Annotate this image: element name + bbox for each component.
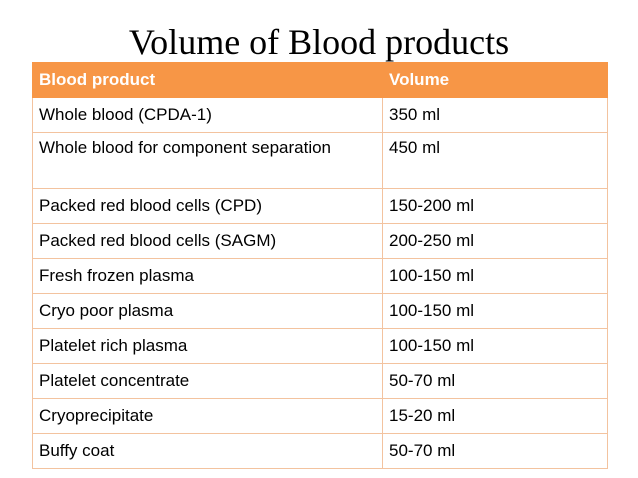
table-row: Cryo poor plasma 100-150 ml <box>32 293 608 329</box>
header-blood-product: Blood product <box>32 62 383 98</box>
table-row: Fresh frozen plasma 100-150 ml <box>32 258 608 294</box>
volume-cell: 100-150 ml <box>382 258 608 294</box>
volume-cell: 50-70 ml <box>382 433 608 469</box>
slide-title: Volume of Blood products <box>128 22 510 62</box>
product-cell: Platelet rich plasma <box>32 328 383 364</box>
product-cell: Packed red blood cells (SAGM) <box>32 223 383 259</box>
product-cell: Cryo poor plasma <box>32 293 383 329</box>
table-row: Platelet concentrate 50-70 ml <box>32 363 608 399</box>
header-volume: Volume <box>382 62 608 98</box>
volume-cell: 350 ml <box>382 97 608 133</box>
volume-cell: 200-250 ml <box>382 223 608 259</box>
volume-cell: 50-70 ml <box>382 363 608 399</box>
table-row: Cryoprecipitate 15-20 ml <box>32 398 608 434</box>
volume-cell: 150-200 ml <box>382 188 608 224</box>
volume-cell: 450 ml <box>382 132 608 189</box>
table-row: Buffy coat 50-70 ml <box>32 433 608 469</box>
table-header-row: Blood product Volume <box>32 62 608 98</box>
product-cell: Packed red blood cells (CPD) <box>32 188 383 224</box>
volume-cell: 100-150 ml <box>382 328 608 364</box>
product-cell: Whole blood (CPDA-1) <box>32 97 383 133</box>
product-cell: Platelet concentrate <box>32 363 383 399</box>
table-row: Packed red blood cells (CPD) 150-200 ml <box>32 188 608 224</box>
table-row: Platelet rich plasma 100-150 ml <box>32 328 608 364</box>
table-row: Packed red blood cells (SAGM) 200-250 ml <box>32 223 608 259</box>
product-cell: Cryoprecipitate <box>32 398 383 434</box>
product-cell: Buffy coat <box>32 433 383 469</box>
volume-cell: 100-150 ml <box>382 293 608 329</box>
blood-products-table: Blood product Volume Whole blood (CPDA-1… <box>32 62 608 469</box>
product-cell: Fresh frozen plasma <box>32 258 383 294</box>
product-cell: Whole blood for component separation <box>32 132 383 189</box>
volume-cell: 15-20 ml <box>382 398 608 434</box>
table-row: Whole blood for component separation 450… <box>32 132 608 189</box>
table-row: Whole blood (CPDA-1) 350 ml <box>32 97 608 133</box>
